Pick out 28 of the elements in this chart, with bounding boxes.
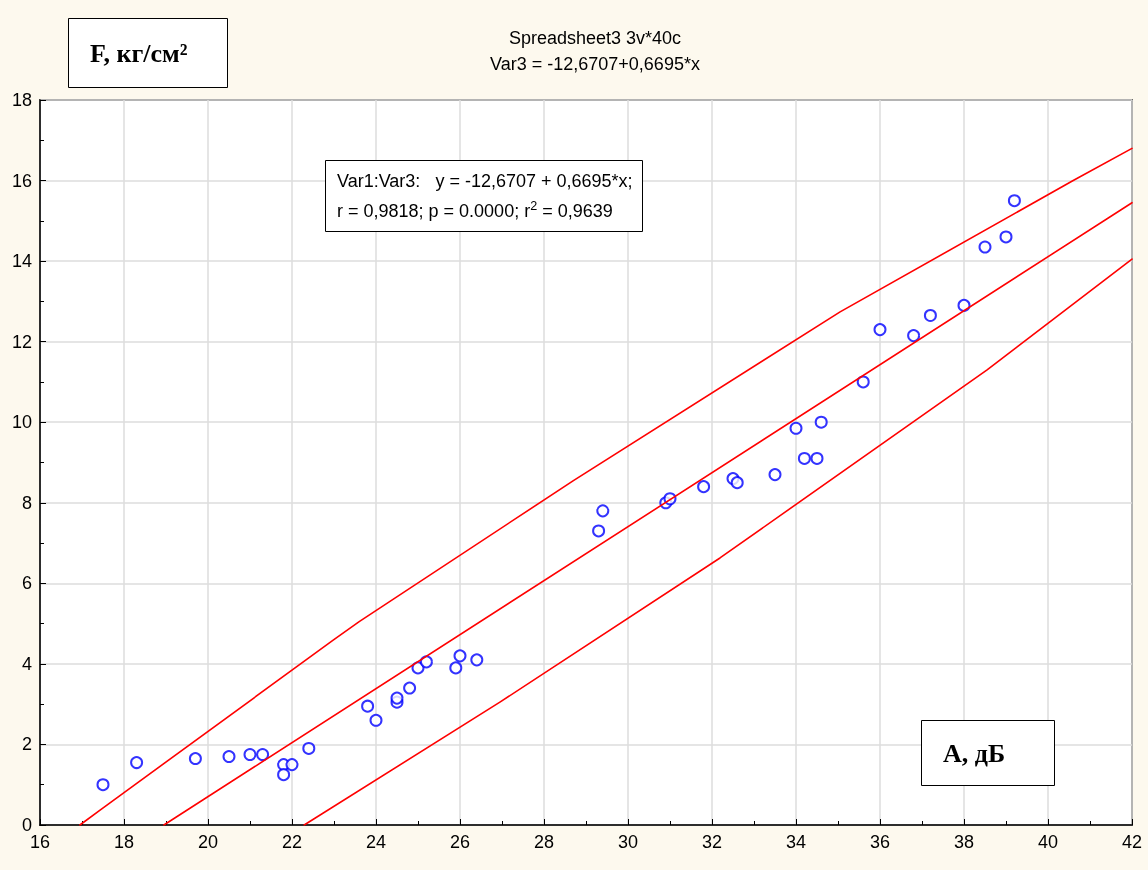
x-tick-label: 28 [533,832,555,852]
x-tick-label: 30 [617,832,639,852]
y-tick-label: 6 [21,573,32,594]
x-tick-label: 20 [197,832,219,852]
x-tick-label: 42 [1121,832,1143,852]
y-tick-label: 10 [11,412,32,433]
annotation: Var1:Var3: y = -12,6707 + 0,6695*x; [337,171,633,191]
x-tick-label: 26 [449,832,471,852]
chart-subtitle: Var3 = -12,6707+0,6695*x [490,54,700,74]
x-tick-label: 32 [701,832,723,852]
y-tick-label: 4 [21,653,32,674]
x-tick-label: 22 [281,832,303,852]
y-tick-label: 12 [11,331,32,352]
x-tick-label: 18 [113,832,135,852]
y-tick-label: 2 [21,734,32,755]
chart-title: Spreadsheet3 3v*40c [508,28,682,48]
y-axis-title: F, кг/см² [90,38,188,68]
x-axis-title: A, дБ [943,738,1006,768]
x-tick-label: 24 [365,832,387,852]
y-tick-label: 14 [11,251,32,272]
x-tick-label: 40 [1037,832,1059,852]
y-tick-label: 16 [11,170,32,191]
x-tick-label: 38 [953,832,975,852]
y-tick-label: 18 [11,90,32,110]
y-tick-label: 8 [21,492,32,513]
y-tick-label: 0 [21,815,32,835]
x-tick-label: 36 [869,832,891,852]
x-tick-label: 34 [785,832,807,852]
